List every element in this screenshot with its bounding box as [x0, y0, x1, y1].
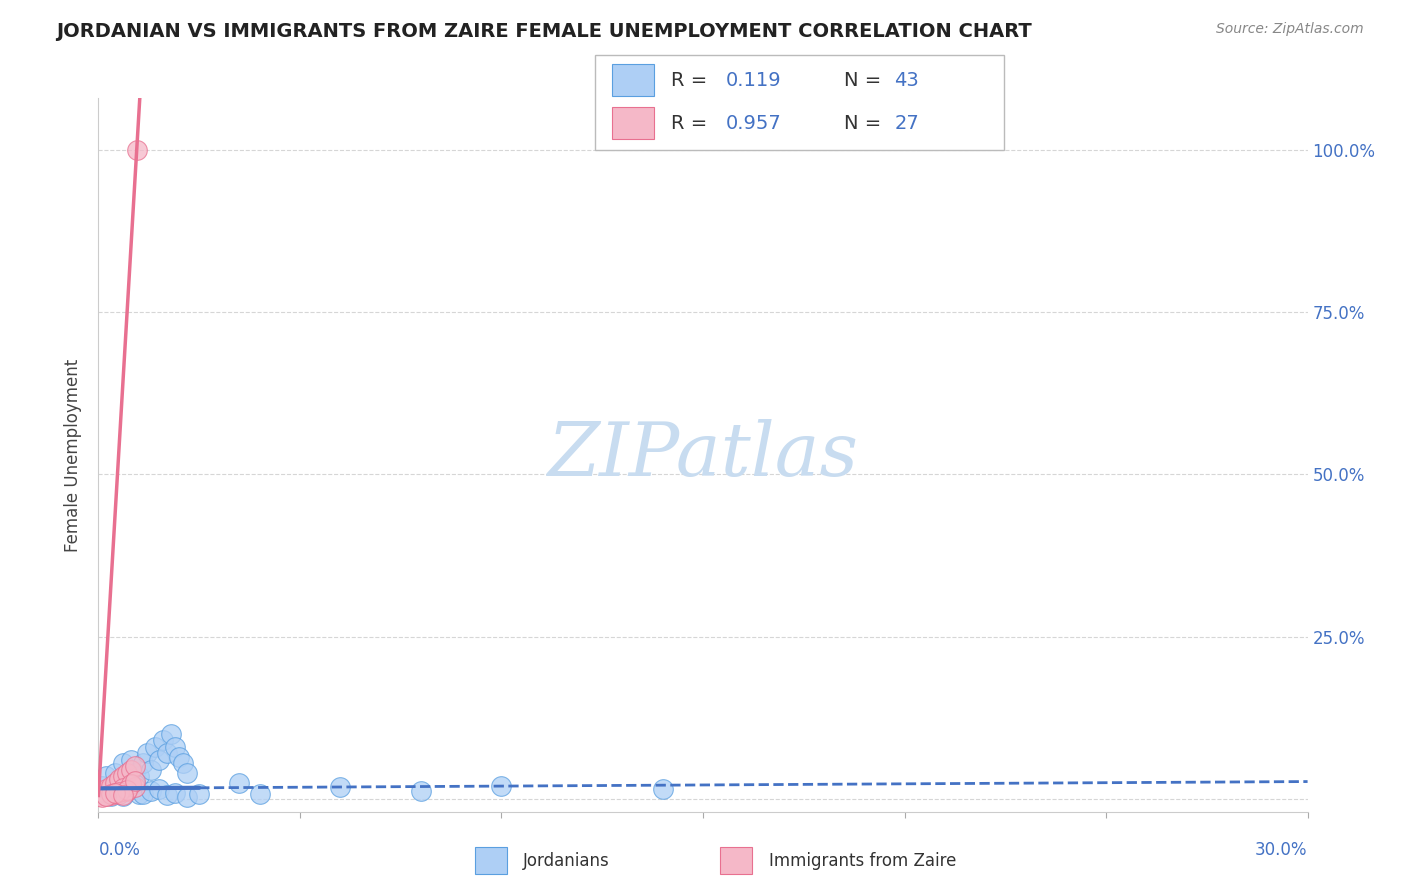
Text: 0.0%: 0.0%	[98, 841, 141, 859]
Point	[111, 769, 134, 783]
Point	[124, 780, 146, 794]
FancyBboxPatch shape	[595, 55, 1004, 150]
Point	[91, 779, 114, 793]
Point	[107, 787, 129, 801]
Point	[125, 143, 148, 157]
Point	[107, 775, 129, 789]
Point	[115, 780, 138, 794]
Text: R =: R =	[671, 70, 713, 89]
Point	[111, 789, 134, 803]
Point	[176, 789, 198, 804]
Point	[491, 779, 513, 793]
Text: Jordanians: Jordanians	[523, 852, 609, 870]
Bar	[612, 64, 654, 95]
Point	[135, 747, 157, 761]
Text: N =: N =	[844, 113, 887, 133]
Point	[111, 756, 134, 770]
Point	[120, 782, 142, 797]
Text: N =: N =	[844, 70, 887, 89]
Text: ZIPatlas: ZIPatlas	[547, 418, 859, 491]
Y-axis label: Female Unemployment: Female Unemployment	[65, 359, 83, 551]
Point	[128, 787, 150, 801]
Point	[96, 769, 118, 783]
Point	[100, 788, 122, 802]
Point	[139, 763, 162, 777]
Point	[100, 789, 122, 803]
Point	[132, 756, 155, 770]
Point	[115, 772, 138, 787]
Point	[329, 780, 352, 794]
Text: JORDANIAN VS IMMIGRANTS FROM ZAIRE FEMALE UNEMPLOYMENT CORRELATION CHART: JORDANIAN VS IMMIGRANTS FROM ZAIRE FEMAL…	[56, 22, 1032, 41]
Point	[139, 784, 162, 798]
Point	[103, 786, 125, 800]
Point	[111, 788, 134, 802]
Point	[87, 789, 110, 803]
Point	[124, 765, 146, 780]
Point	[103, 784, 125, 798]
Point	[152, 733, 174, 747]
Point	[143, 739, 166, 754]
Point	[172, 756, 194, 770]
Point	[409, 784, 432, 798]
Point	[96, 782, 118, 797]
Point	[91, 785, 114, 799]
Point	[100, 782, 122, 797]
Text: 43: 43	[894, 70, 920, 89]
Point	[228, 775, 250, 789]
Text: 0.119: 0.119	[725, 70, 782, 89]
Bar	[720, 847, 752, 874]
Point	[651, 782, 673, 797]
Bar	[475, 847, 506, 874]
Point	[111, 781, 134, 796]
Point	[132, 787, 155, 801]
Point	[188, 787, 211, 801]
Text: 30.0%: 30.0%	[1256, 841, 1308, 859]
Point	[167, 749, 190, 764]
Text: 0.957: 0.957	[725, 113, 782, 133]
Point	[100, 787, 122, 801]
Point	[107, 784, 129, 798]
Text: Source: ZipAtlas.com: Source: ZipAtlas.com	[1216, 22, 1364, 37]
Point	[156, 788, 179, 802]
Point	[163, 786, 186, 800]
Point	[176, 765, 198, 780]
Point	[156, 747, 179, 761]
Point	[120, 763, 142, 777]
Text: Immigrants from Zaire: Immigrants from Zaire	[769, 852, 956, 870]
Point	[124, 777, 146, 791]
Point	[100, 779, 122, 793]
Point	[120, 753, 142, 767]
Point	[249, 787, 271, 801]
Point	[124, 773, 146, 788]
Bar	[612, 108, 654, 139]
Point	[107, 785, 129, 799]
Point	[96, 789, 118, 804]
Point	[91, 789, 114, 804]
Point	[103, 786, 125, 800]
Point	[148, 782, 170, 797]
Point	[148, 753, 170, 767]
Point	[163, 739, 186, 754]
Point	[120, 777, 142, 791]
Point	[103, 775, 125, 789]
Text: R =: R =	[671, 113, 713, 133]
Point	[103, 765, 125, 780]
Text: 27: 27	[894, 113, 920, 133]
Point	[96, 789, 118, 804]
Point	[115, 782, 138, 797]
Point	[124, 759, 146, 773]
Point	[115, 784, 138, 798]
Point	[107, 772, 129, 787]
Point	[115, 765, 138, 780]
Point	[160, 727, 183, 741]
Point	[128, 769, 150, 783]
